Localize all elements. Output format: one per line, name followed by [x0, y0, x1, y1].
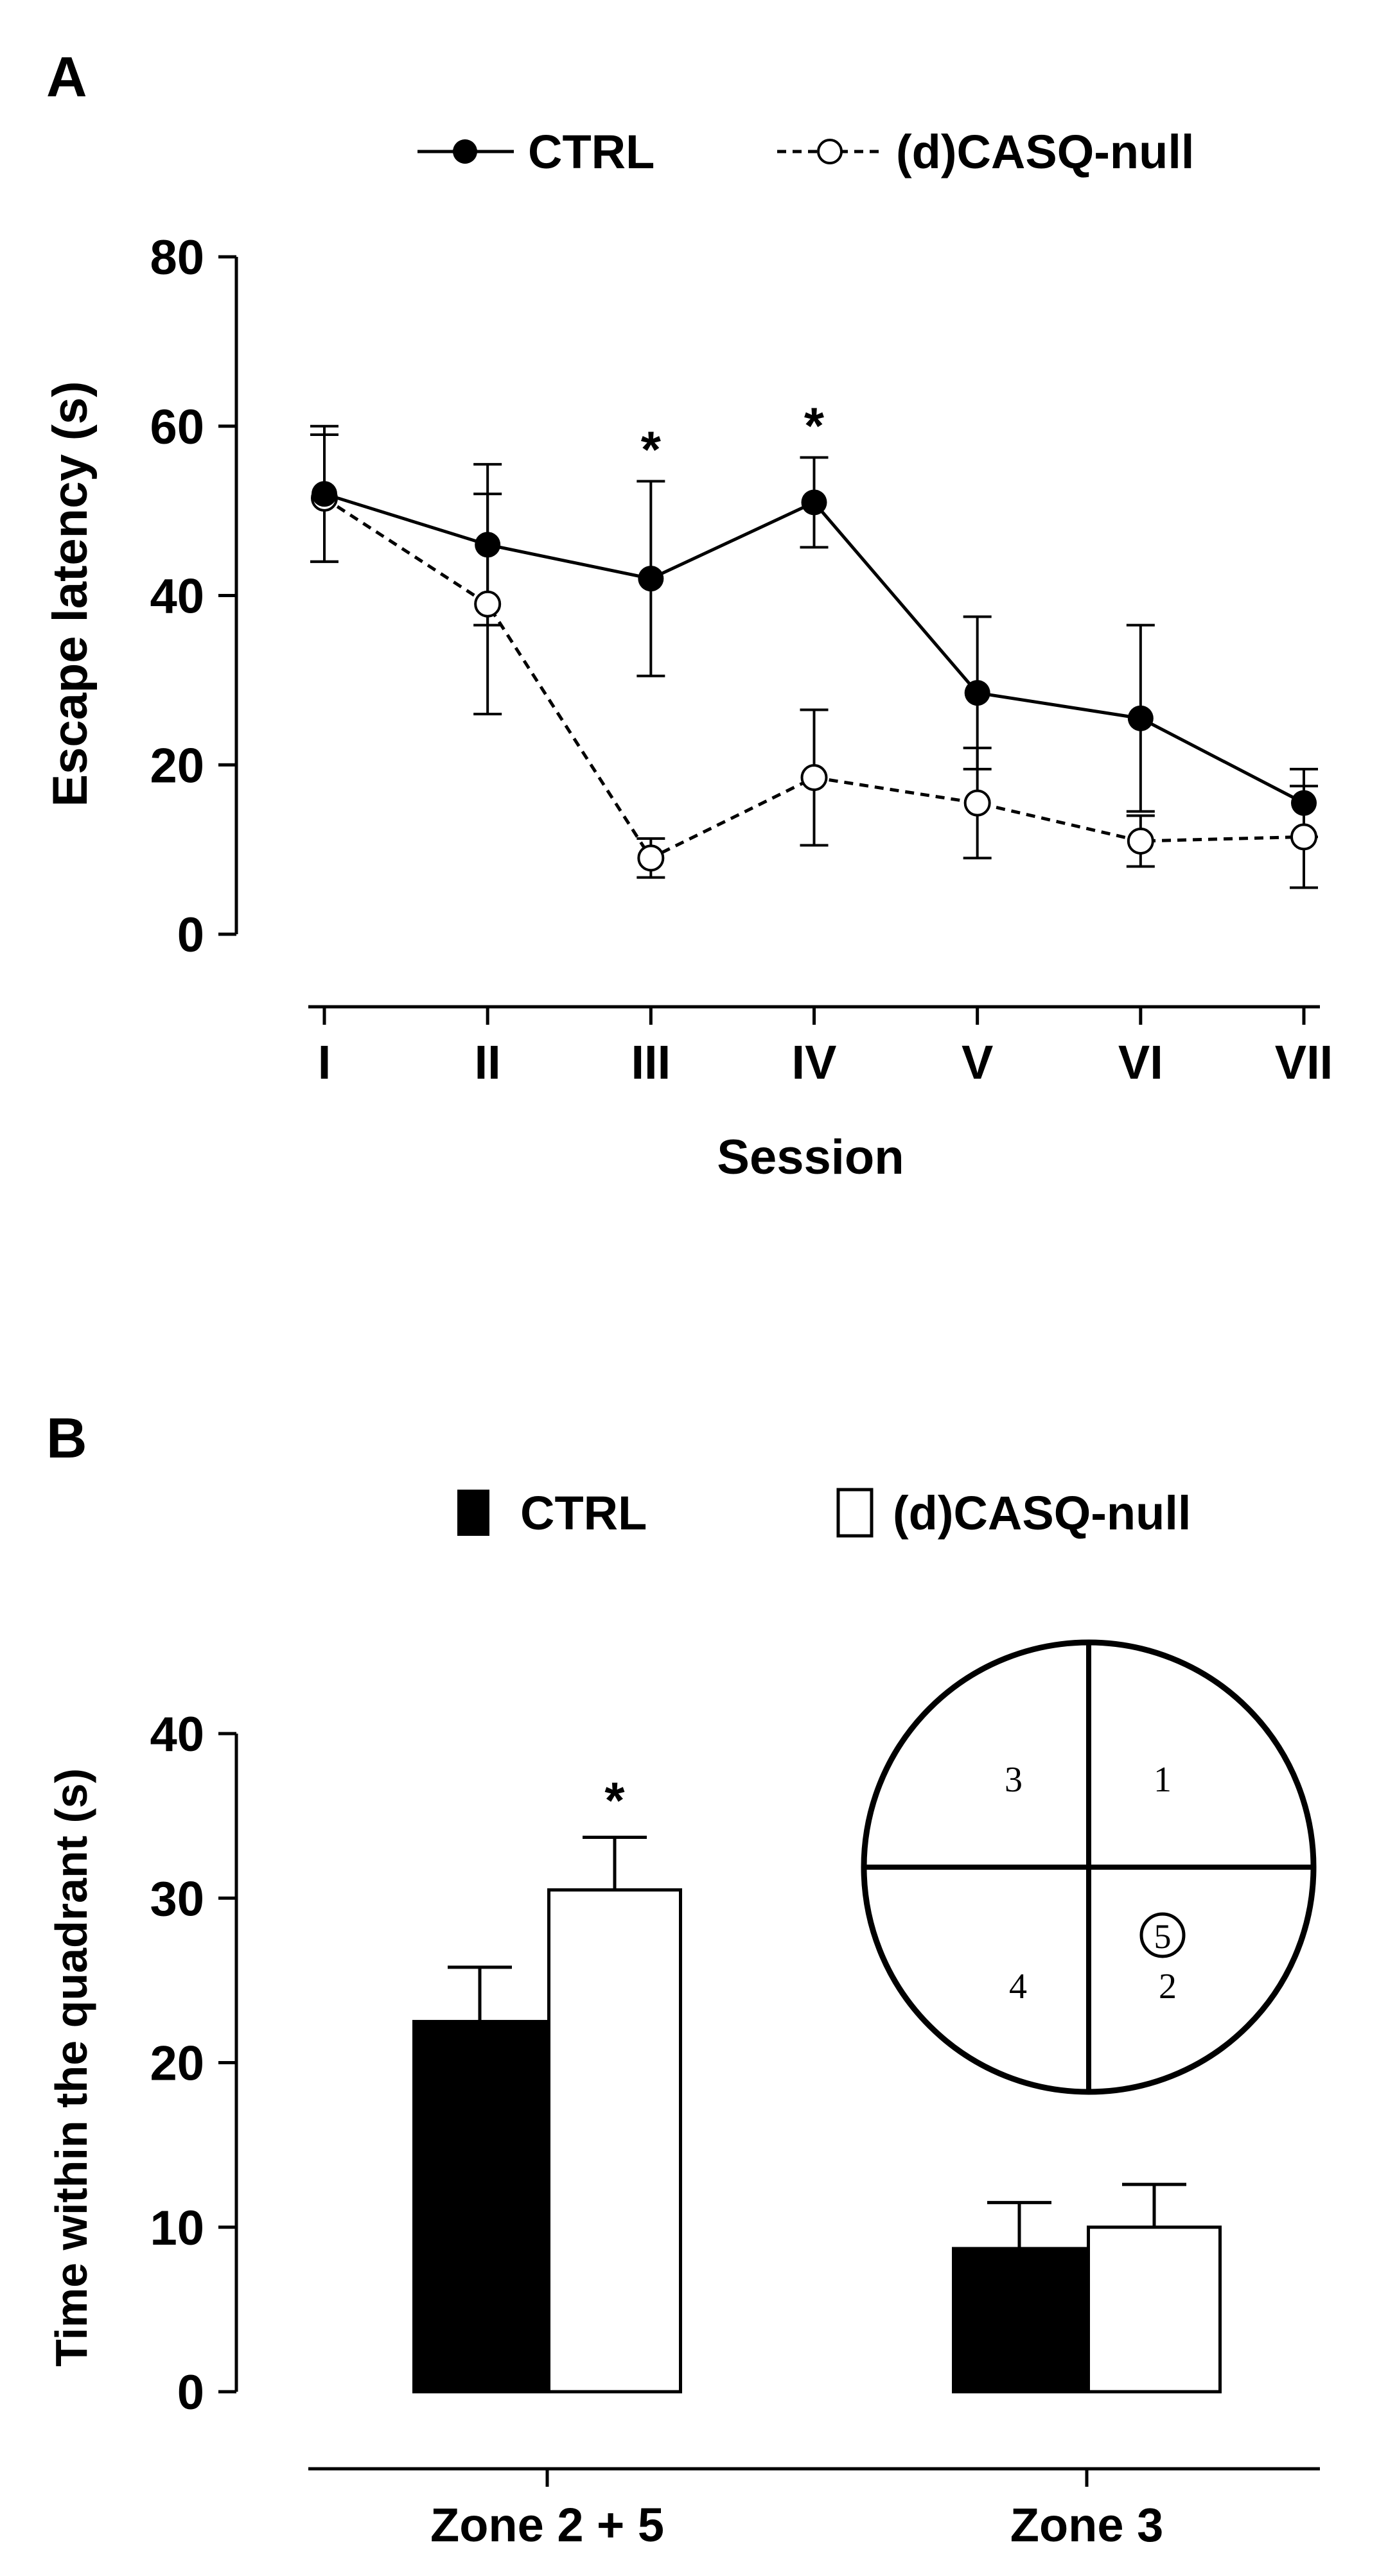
y-tick-label-a-0: 0	[177, 908, 204, 962]
x-tick-label-a-6: VII	[1275, 1036, 1333, 1089]
significance-marker-a-0: *	[641, 421, 662, 478]
point-a-0-0	[312, 481, 337, 507]
x-tick-label-a-5: VI	[1118, 1036, 1163, 1089]
x-tick-label-a-2: III	[631, 1036, 671, 1089]
y-tick-label-b-3: 30	[150, 1872, 204, 1926]
point-a-0-6	[1291, 790, 1317, 816]
legend-b-item-ctrl: CTRL	[457, 1486, 647, 1540]
platform-zone-5-label: 5	[1154, 1917, 1172, 1956]
y-tick-label-b-0: 0	[177, 2365, 204, 2420]
y-tick-label-a-3: 60	[150, 400, 204, 455]
quadrant-3-label: 3	[1005, 1760, 1023, 1800]
legend-b-casq-label: (d)CASQ-null	[893, 1486, 1191, 1540]
maze-inset: 3 1 4 2 5	[861, 1639, 1317, 2095]
bar-b-1-1	[1087, 2225, 1222, 2394]
x-tick-label-b-0: Zone 2 + 5	[430, 2498, 664, 2552]
legend-a: CTRL (d)CASQ-null	[417, 125, 1194, 178]
point-a-0-1	[475, 532, 501, 558]
bar-b-0-1	[952, 2247, 1087, 2394]
legend-a-ctrl-marker	[453, 139, 477, 164]
y-axis-label-a: Escape latency (s)	[43, 381, 98, 806]
quadrant-1-label: 1	[1154, 1760, 1172, 1800]
y-tick-label-b-2: 20	[150, 2037, 204, 2091]
point-a-0-5	[1127, 705, 1154, 731]
point-a-1-4	[963, 789, 991, 817]
quadrant-4-label: 4	[1009, 1967, 1027, 2006]
x-axis-label-a: Session	[717, 1130, 904, 1185]
legend-b-item-casq: (d)CASQ-null	[836, 1486, 1191, 1540]
bar-b-1-0	[547, 1888, 682, 2394]
point-a-0-3	[801, 489, 827, 516]
platform-zone-5-circle	[1139, 1912, 1186, 1958]
y-ticks-b: 0 10 20 30 40	[150, 1707, 236, 2420]
panel-label-b: B	[46, 1406, 87, 1470]
y-tick-label-a-2: 40	[150, 570, 204, 624]
y-tick-label-b-4: 40	[150, 1707, 204, 1762]
x-tick-label-a-0: I	[318, 1036, 331, 1089]
x-ticks-a: I II III IV V VI VII	[318, 1007, 1333, 1089]
series-b-1	[547, 1835, 1222, 2394]
axes-b: 0 10 20 30 40 Zone 2 + 5 Zone 3 Time within t…	[46, 1707, 1320, 2552]
x-tick-label-a-3: IV	[792, 1036, 837, 1089]
x-tick-label-a-1: II	[475, 1036, 501, 1089]
point-a-0-2	[638, 566, 664, 592]
quadrant-2-label: 2	[1159, 1967, 1177, 2006]
legend-a-casq-label: (d)CASQ-null	[896, 125, 1194, 178]
legend-a-casq-marker	[817, 139, 843, 164]
point-a-1-3	[800, 764, 828, 792]
y-tick-label-b-1: 10	[150, 2201, 204, 2256]
plot-area-b: *	[412, 1771, 1222, 2394]
x-tick-label-b-1: Zone 3	[1010, 2498, 1163, 2552]
significance-marker-b-0: *	[604, 1771, 625, 1829]
plot-area-a: * *	[310, 397, 1318, 889]
legend-b: CTRL (d)CASQ-null	[457, 1486, 1191, 1540]
point-a-1-6	[1290, 823, 1317, 851]
x-tick-label-a-4: V	[962, 1036, 993, 1089]
legend-a-item-ctrl: CTRL	[417, 125, 654, 178]
significance-marker-a-1: *	[804, 397, 825, 455]
y-ticks-a: 0 20 40 60 80	[150, 231, 236, 962]
legend-b-ctrl-label: CTRL	[520, 1486, 647, 1540]
y-axis-label-b: Time within the quadrant (s)	[46, 1768, 96, 2367]
y-tick-label-a-4: 80	[150, 231, 204, 285]
point-a-1-1	[474, 590, 502, 618]
y-tick-label-a-1: 20	[150, 738, 204, 793]
legend-b-ctrl-swatch	[457, 1490, 489, 1536]
point-a-1-2	[637, 844, 665, 872]
legend-a-item-casq: (d)CASQ-null	[777, 125, 1194, 178]
panel-label-a: A	[46, 45, 87, 109]
point-a-1-5	[1127, 827, 1154, 855]
legend-a-ctrl-label: CTRL	[528, 125, 654, 178]
x-ticks-b: Zone 2 + 5 Zone 3	[430, 2469, 1163, 2552]
bar-b-0-0	[412, 2019, 547, 2394]
point-a-0-4	[964, 680, 990, 706]
series-b-0	[412, 1965, 1087, 2394]
legend-b-casq-swatch	[836, 1488, 874, 1538]
